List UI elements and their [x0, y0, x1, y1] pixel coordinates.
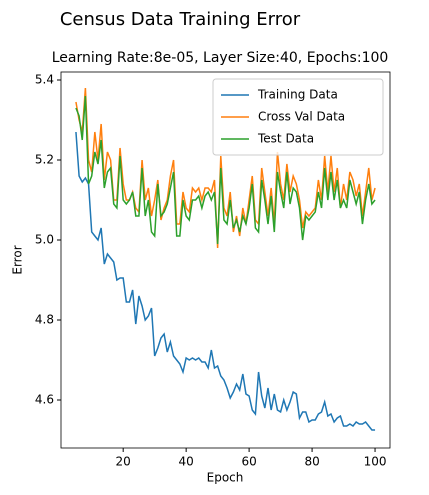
- legend-label: Cross Val Data: [258, 110, 345, 124]
- x-tick-label: 40: [179, 455, 194, 469]
- y-tick-label: 5.4: [35, 73, 54, 87]
- x-tick-label: 60: [241, 455, 256, 469]
- y-tick-label: 4.6: [35, 393, 54, 407]
- y-tick-label: 4.8: [35, 313, 54, 327]
- series-line: [75, 95, 376, 245]
- legend-box: [212, 78, 384, 156]
- x-axis-label: Epoch: [207, 471, 244, 485]
- series-line: [75, 131, 376, 431]
- chart-title: Census Data Training Error: [60, 9, 301, 30]
- axes-frame: [60, 71, 391, 449]
- y-tick-label: 5.0: [35, 233, 54, 247]
- x-tick-label: 100: [364, 455, 387, 469]
- x-tick-label: 20: [116, 455, 131, 469]
- legend-label: Training Data: [257, 88, 338, 102]
- y-axis-label: Error: [11, 245, 25, 274]
- chart-subtitle: Learning Rate:8e-05, Layer Size:40, Epoc…: [52, 50, 389, 66]
- y-tick-label: 5.2: [35, 153, 54, 167]
- x-tick-label: 80: [304, 455, 319, 469]
- series-line: [75, 87, 376, 249]
- legend-label: Test Data: [257, 132, 314, 146]
